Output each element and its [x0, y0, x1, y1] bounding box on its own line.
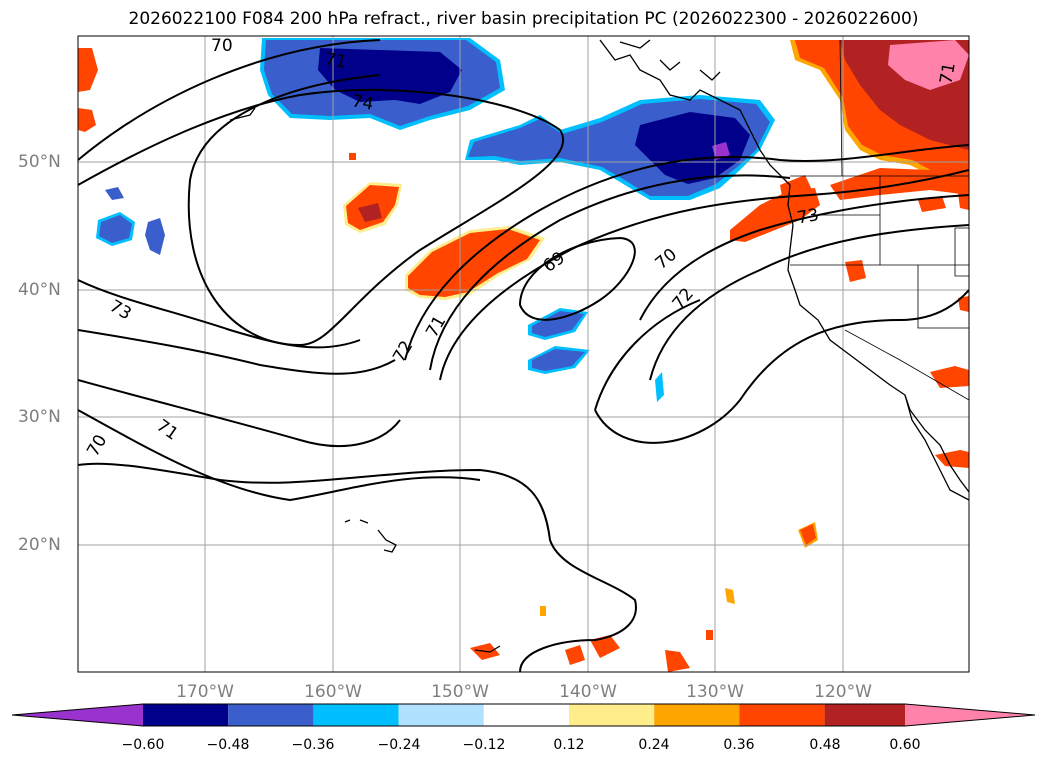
- contour-label: 73: [796, 205, 821, 228]
- contour-label: 71: [323, 49, 348, 72]
- colorbar-tick-label: −0.24: [377, 737, 421, 753]
- colorbar-extend-high: [905, 704, 1035, 726]
- colorbar-segment: [739, 704, 825, 726]
- contour-label: 70: [211, 36, 233, 56]
- colorbar-tick-label: 0.12: [553, 737, 585, 753]
- colorbar-segment: [143, 704, 229, 726]
- graticule: [78, 36, 969, 672]
- colorbar-tick-label: −0.36: [291, 737, 335, 753]
- colorbar-tick-label: −0.60: [121, 737, 165, 753]
- political-borders: [790, 39, 969, 401]
- colorbar-segment: [228, 704, 314, 726]
- map-frame: [77, 35, 970, 673]
- refractivity-contours: [78, 39, 969, 672]
- colorbar-segment: [483, 704, 569, 726]
- negative-precip-shading: [96, 38, 775, 402]
- longitude-label: 140°W: [559, 682, 617, 702]
- colorbar-outline: [11, 703, 1036, 727]
- positive-precip-shading: [78, 40, 969, 672]
- colorbar-tick-label: 0.60: [889, 737, 921, 753]
- longitude-label: 130°W: [686, 682, 744, 702]
- colorbar-segment: [569, 704, 655, 726]
- colorbar-segment: [313, 704, 399, 726]
- colorbar-segment: [824, 704, 905, 726]
- colorbar-tick-label: −0.48: [206, 737, 250, 753]
- latitude-label: 40°N: [18, 280, 61, 300]
- colorbar: [11, 703, 1036, 727]
- longitude-label: 150°W: [431, 682, 489, 702]
- contour-label: 71: [152, 416, 181, 445]
- coastlines: [229, 39, 969, 653]
- contour-label: 74: [350, 91, 375, 114]
- contour-label: 70: [652, 245, 681, 274]
- longitude-label: 120°W: [814, 682, 872, 702]
- contour-label: 71: [936, 61, 959, 86]
- colorbar-segment: [398, 704, 484, 726]
- map-title: 2026022100 F084 200 hPa refract., river …: [128, 9, 919, 29]
- colorbar-tick-label: 0.36: [723, 737, 755, 753]
- colorbar-extend-low: [12, 704, 143, 726]
- longitude-label: 160°W: [304, 682, 362, 702]
- latitude-label: 30°N: [18, 407, 61, 427]
- colorbar-tick-label: 0.48: [809, 737, 841, 753]
- latitude-label: 20°N: [18, 535, 61, 555]
- latitude-label: 50°N: [18, 152, 61, 172]
- colorbar-tick-label: −0.12: [462, 737, 506, 753]
- colorbar-tick-label: 0.24: [638, 737, 670, 753]
- contour-label: 71: [422, 312, 450, 341]
- colorbar-segment: [654, 704, 740, 726]
- longitude-label: 170°W: [176, 682, 234, 702]
- contour-label: 70: [83, 431, 111, 460]
